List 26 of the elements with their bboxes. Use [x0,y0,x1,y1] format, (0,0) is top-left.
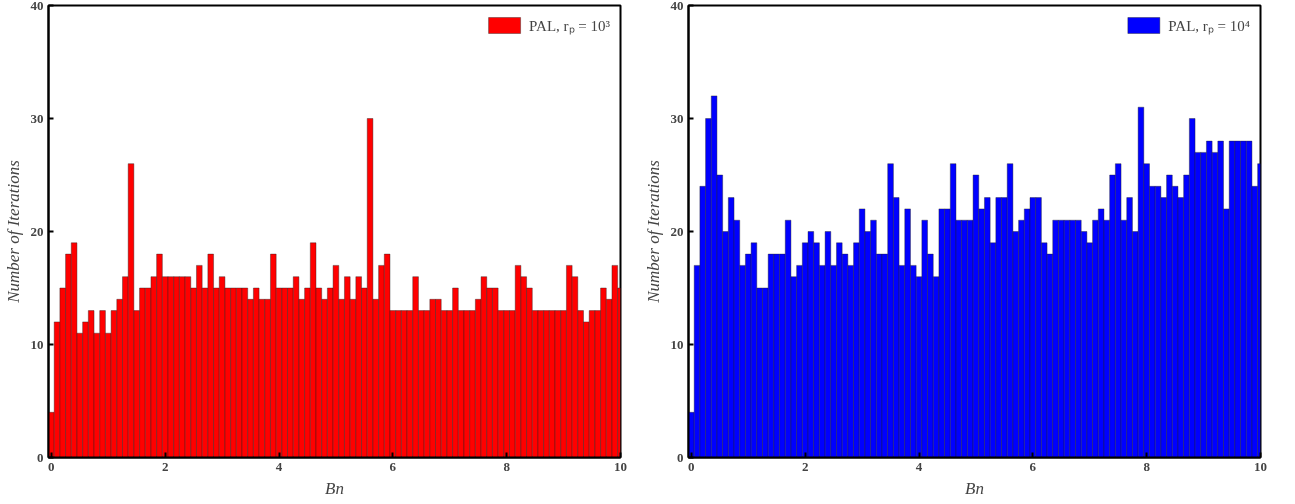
x-tick-label: 8 [1143,458,1151,474]
x-tick-label: 0 [48,458,55,474]
x-tick-label: 2 [161,458,169,474]
y-tick-label: 10 [670,336,684,352]
x-tick-label: 4 [915,458,923,474]
x-tick-label: 2 [801,458,809,474]
x-tick-label: 6 [1029,458,1037,474]
x-tick-label: 4 [275,458,283,474]
y-tick-label: 20 [670,223,684,239]
x-tick-label: 10 [614,458,627,474]
y-tick-label: 30 [30,110,44,126]
x-tick-label: 0 [688,458,695,474]
y-tick-label: 30 [670,110,684,126]
x-tick-label: 10 [1254,458,1267,474]
y-axis-title: Number of Iterations [643,159,663,304]
x-axis-title: Bn [965,478,984,498]
y-tick-label: 40 [30,0,44,13]
x-tick-label: 6 [389,458,397,474]
y-tick-label: 10 [30,336,44,352]
y-axis-title: Number of Iterations [3,159,23,304]
legend-label: PAL, rₚ = 10⁴ [1168,17,1250,35]
x-tick-label: 8 [503,458,511,474]
y-tick-label: 40 [670,0,684,13]
legend-label: PAL, rₚ = 10³ [529,17,610,35]
y-tick-label: 20 [30,223,44,239]
x-axis-title: Bn [325,478,344,498]
